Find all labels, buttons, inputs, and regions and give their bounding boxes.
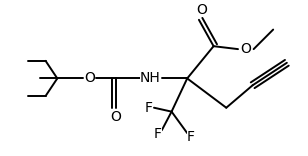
Text: O: O: [84, 71, 95, 85]
Text: O: O: [240, 42, 251, 56]
Text: O: O: [111, 110, 121, 124]
Text: NH: NH: [140, 71, 160, 85]
Text: F: F: [144, 101, 152, 115]
Text: O: O: [197, 3, 207, 17]
Text: F: F: [187, 130, 195, 144]
Text: F: F: [154, 127, 162, 141]
